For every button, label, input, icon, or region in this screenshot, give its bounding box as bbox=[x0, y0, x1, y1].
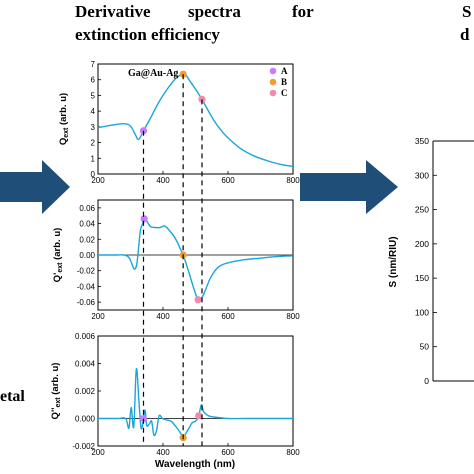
marker-c bbox=[194, 296, 202, 304]
heading-word-for: for bbox=[292, 2, 314, 21]
ytick-label: 0.04 bbox=[79, 220, 95, 229]
xtick-label: 800 bbox=[286, 312, 300, 321]
sensitivity-ytick-label: 150 bbox=[415, 273, 429, 283]
xtick-label: 800 bbox=[286, 176, 300, 185]
ytick-label: 0.00 bbox=[79, 251, 95, 260]
ytick-label: 4 bbox=[91, 107, 96, 116]
sensitivity-ytick-label: 50 bbox=[420, 342, 430, 352]
xtick-label: 600 bbox=[221, 448, 235, 457]
xtick-label: 200 bbox=[91, 312, 105, 321]
sensitivity-ytick-label: 350 bbox=[415, 136, 429, 146]
resonance-guide-lines bbox=[142, 74, 203, 446]
ytick-label: 0.02 bbox=[79, 235, 95, 244]
ytick-label: -0.06 bbox=[77, 298, 96, 307]
left-fragment-etal: etal bbox=[0, 388, 25, 405]
ytick-label: 7 bbox=[91, 60, 96, 69]
panel-qext-frame bbox=[97, 63, 294, 175]
heading-line2: extinction efficiency bbox=[75, 25, 220, 44]
right-fragment-d: d bbox=[460, 25, 470, 44]
panel-qext1-curve bbox=[98, 218, 294, 301]
xtick-label: 400 bbox=[156, 448, 170, 457]
ytick-label: 0 bbox=[91, 170, 96, 179]
right-arrow-shape bbox=[300, 160, 398, 214]
panel-qext2-ylabel: Q''ext (arb. u) bbox=[50, 363, 62, 420]
right-fragment-s: S bbox=[462, 2, 472, 21]
panel-qext1-ticks: 200 400 600 800 -0.06 -0.04 -0.02 0.00 0.02 0.04 0… bbox=[77, 204, 300, 321]
panel-qext-markers bbox=[139, 70, 206, 135]
xtick-label: 800 bbox=[286, 448, 300, 457]
panel-qext2-markers bbox=[139, 412, 203, 442]
marker-a bbox=[140, 215, 148, 223]
ytick-label: 0.000 bbox=[75, 415, 96, 424]
xtick-label: 200 bbox=[91, 176, 105, 185]
ytick-label: 1 bbox=[91, 154, 96, 163]
panel-qext-ticks: 200 400 600 800 0 1 2 3 4 5 6 7 bbox=[91, 60, 301, 185]
ytick-label: 0.06 bbox=[79, 204, 95, 213]
legend-swatch-a bbox=[269, 67, 277, 75]
heading-word-derivative: Derivative bbox=[75, 2, 151, 21]
ytick-label: -0.002 bbox=[72, 442, 95, 451]
sensitivity-ticks: 0 50 100 150 200 250 300 350 bbox=[415, 136, 437, 386]
sensitivity-ytick-label: 100 bbox=[415, 307, 429, 317]
panel-qext2-ticks: 200 400 600 800 -0.002 0.000 0.002 0.004 0.006 bbox=[72, 332, 300, 457]
sensitivity-ylabel: S (nm/RIU) bbox=[388, 236, 399, 287]
xtick-label: 600 bbox=[221, 176, 235, 185]
left-arrow-shape bbox=[0, 160, 70, 214]
xtick-label: 400 bbox=[156, 176, 170, 185]
ytick-label: -0.02 bbox=[77, 267, 96, 276]
heading-word-spectra: spectra bbox=[188, 2, 241, 21]
sensitivity-ytick-label: 0 bbox=[424, 376, 429, 386]
legend: ABC bbox=[269, 66, 288, 98]
ytick-label: 0.004 bbox=[75, 360, 96, 369]
panel-qext-ylabel: Qext (arb. u) bbox=[58, 93, 70, 145]
sensitivity-ytick-label: 200 bbox=[415, 239, 429, 249]
ytick-label: 3 bbox=[91, 123, 96, 132]
ytick-label: 6 bbox=[91, 76, 96, 85]
legend-label-c: C bbox=[281, 88, 288, 98]
panel-qext-curve bbox=[97, 73, 294, 168]
xtick-label: 600 bbox=[221, 312, 235, 321]
xtick-label: 200 bbox=[91, 448, 105, 457]
sensitivity-ytick-label: 250 bbox=[415, 205, 429, 215]
legend-swatch-c bbox=[269, 89, 277, 97]
marker-c bbox=[195, 412, 203, 420]
ytick-label: 2 bbox=[91, 139, 96, 148]
legend-label-a: A bbox=[281, 66, 288, 76]
ytick-label: 0.006 bbox=[75, 332, 96, 341]
shared-xlabel: Wavelength (nm) bbox=[155, 459, 235, 470]
legend-swatch-b bbox=[269, 78, 277, 86]
marker-a bbox=[139, 414, 148, 423]
legend-label-b: B bbox=[281, 77, 287, 87]
xtick-label: 400 bbox=[156, 312, 170, 321]
panel-qext2-frame bbox=[97, 335, 294, 447]
ytick-label: -0.04 bbox=[77, 282, 96, 291]
ytick-label: 5 bbox=[91, 91, 96, 100]
sensitivity-ytick-label: 300 bbox=[415, 170, 429, 180]
panel-qext2-curve bbox=[98, 368, 293, 439]
panel-qext1-ylabel: Q'ext (arb. u) bbox=[52, 228, 64, 283]
sample-label: Ga@Au-Ag bbox=[128, 68, 178, 79]
panel-qext1-markers bbox=[140, 215, 202, 304]
ytick-label: 0.002 bbox=[75, 387, 96, 396]
